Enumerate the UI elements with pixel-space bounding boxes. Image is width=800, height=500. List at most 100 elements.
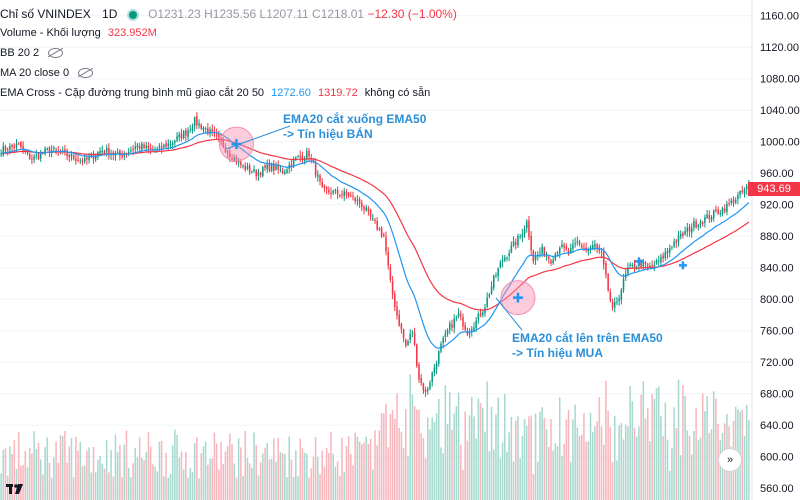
candle-body — [187, 130, 189, 137]
volume-legend[interactable]: Volume - Khối lượng 323.952M — [0, 27, 157, 39]
volume-bar — [6, 475, 9, 500]
ema-cross-label: EMA Cross - Cặp đường trung bình mũ giao… — [0, 87, 265, 99]
candle-body — [580, 245, 583, 248]
volume-bar — [350, 453, 352, 500]
ma-legend[interactable]: MA 20 close 0 — [0, 67, 94, 79]
volume-bar — [86, 450, 88, 500]
hidden-eye-icon[interactable] — [48, 48, 64, 59]
volume-bar — [323, 466, 326, 500]
candle-body — [545, 255, 548, 257]
volume-bar — [378, 430, 381, 500]
hidden-eye-icon[interactable] — [78, 68, 94, 79]
candle-body — [77, 159, 79, 161]
symbol-title[interactable]: Chỉ số VNINDEX — [0, 7, 91, 21]
candle-body — [369, 209, 372, 217]
volume-bar — [44, 447, 46, 500]
candle-body — [609, 291, 612, 301]
candle-body — [266, 164, 268, 170]
volume-bar — [528, 416, 530, 500]
volume-bar — [367, 444, 370, 500]
scroll-to-realtime-icon[interactable]: » — [718, 448, 742, 472]
volume-bar — [446, 423, 449, 500]
candle-body — [209, 129, 211, 134]
ema50-line — [1, 138, 750, 311]
volume-bar — [99, 456, 101, 500]
candle-body — [715, 209, 717, 212]
candle-body — [587, 249, 590, 252]
tradingview-logo-icon[interactable] — [6, 482, 24, 496]
volume-bar — [660, 416, 662, 500]
volume-bar — [455, 406, 458, 500]
volume-bar — [495, 414, 497, 500]
candle-body — [352, 196, 354, 198]
y-tick-label: 560.00 — [760, 483, 794, 495]
candle-body — [39, 152, 42, 159]
interval-label[interactable]: 1D — [102, 7, 118, 21]
volume-bar — [101, 463, 104, 500]
candle-body — [578, 241, 581, 244]
candle-body — [565, 246, 568, 250]
volume-bar — [501, 442, 504, 500]
volume-bar — [442, 453, 444, 500]
y-tick-label: 720.00 — [760, 357, 794, 369]
candle-body — [0, 153, 2, 155]
candle-body — [594, 244, 596, 247]
volume-bar — [119, 445, 121, 500]
volume-bar — [123, 444, 126, 500]
volume-bar — [697, 440, 700, 500]
candle-body — [171, 143, 174, 145]
candle-body — [33, 156, 35, 160]
candle-body — [462, 316, 464, 327]
candle-body — [103, 151, 106, 153]
cross-marker — [678, 261, 687, 270]
volume-bar — [204, 441, 207, 500]
volume-bar — [506, 451, 508, 500]
candle-body — [389, 266, 392, 280]
candle-body — [486, 297, 488, 307]
volume-bar — [112, 476, 115, 500]
candle-body — [728, 203, 730, 205]
candle-body — [105, 147, 108, 153]
candle-body — [20, 142, 22, 148]
candle-body — [523, 229, 526, 235]
candle-body — [270, 164, 273, 171]
volume-bar — [158, 441, 161, 500]
y-tick-label: 680.00 — [760, 389, 794, 401]
candle-body — [22, 146, 24, 149]
volume-bar — [620, 423, 623, 500]
candle-body — [460, 314, 462, 316]
volume-bar — [79, 441, 82, 500]
candle-body — [631, 264, 634, 266]
volume-bar — [277, 437, 279, 500]
volume-bar — [376, 445, 378, 500]
candle-body — [167, 143, 170, 147]
volume-bar — [347, 436, 350, 500]
volume-bar — [20, 465, 22, 500]
volume-bar — [514, 420, 517, 500]
candle-body — [633, 263, 636, 269]
volume-bar — [486, 381, 488, 500]
candle-body — [743, 189, 746, 194]
volume-bar — [451, 429, 453, 500]
volume-bar — [251, 467, 253, 500]
bb-legend[interactable]: BB 20 2 — [0, 47, 64, 59]
candle-body — [372, 218, 374, 220]
volume-bar — [657, 386, 660, 500]
candle-body — [719, 213, 722, 215]
volume-bar — [719, 440, 722, 500]
candle-body — [576, 241, 579, 243]
volume-bar — [655, 388, 658, 500]
candle-body — [394, 293, 396, 307]
volume-bar — [297, 476, 299, 500]
candle-body — [211, 129, 214, 132]
candle-body — [68, 154, 71, 158]
candle-body — [332, 190, 334, 193]
volume-bar — [332, 453, 334, 500]
candle-body — [444, 333, 447, 338]
volume-bar — [343, 471, 345, 500]
candle-body — [473, 327, 475, 331]
ema-cross-legend[interactable]: EMA Cross - Cặp đường trung bình mũ giao… — [0, 87, 430, 99]
y-tick-label: 640.00 — [760, 420, 794, 432]
candle-body — [521, 234, 524, 237]
